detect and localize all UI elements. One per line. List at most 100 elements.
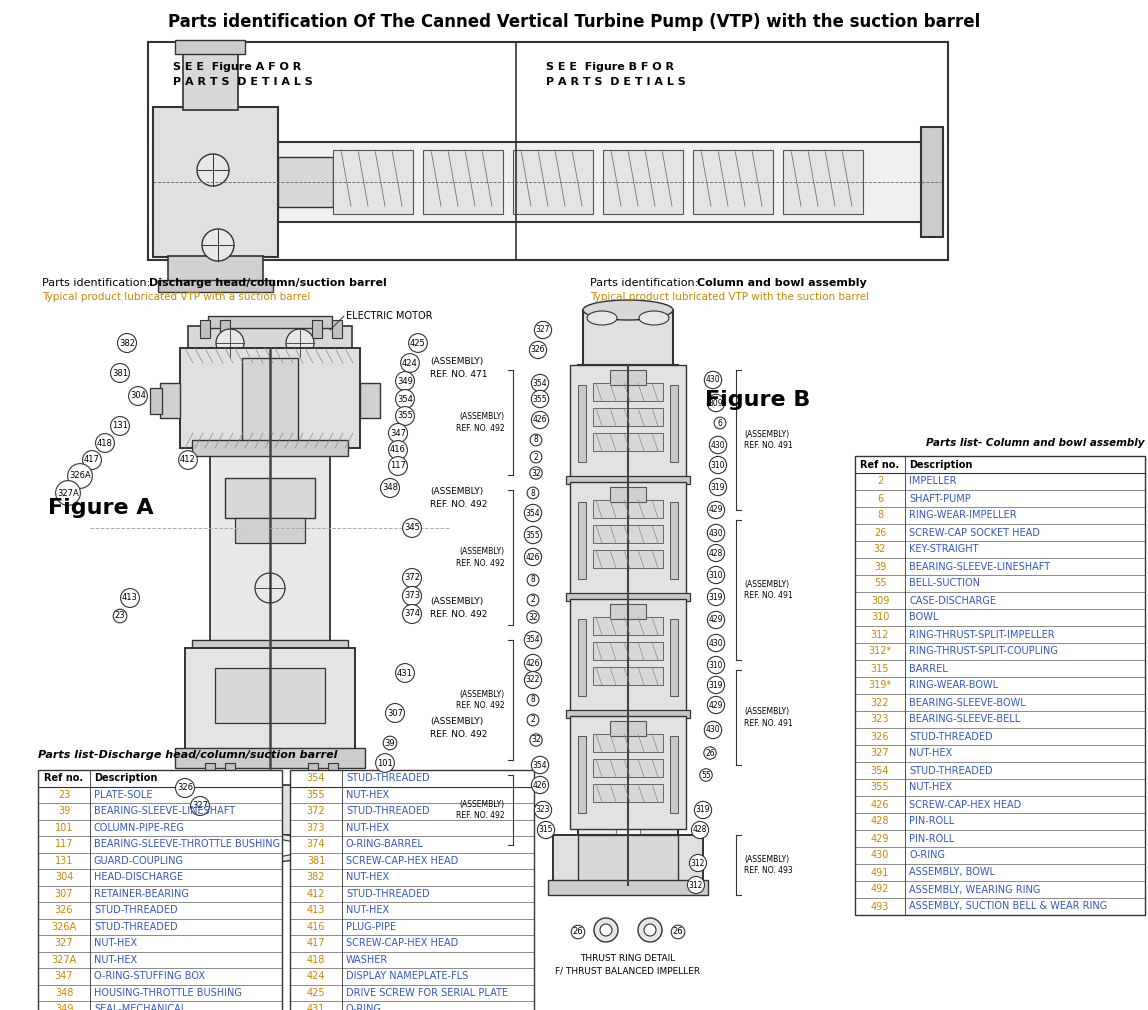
Text: 429: 429 [708,505,723,514]
Text: 327: 327 [55,938,73,948]
Text: SEAL-MECHANICAL: SEAL-MECHANICAL [94,1004,186,1010]
Bar [571,482,687,595]
Circle shape [286,329,315,357]
Text: STUD-THREADED: STUD-THREADED [909,731,993,741]
Text: 315: 315 [870,664,890,674]
Text: Column and bowl assembly: Column and bowl assembly [697,278,867,288]
Bar [332,320,342,338]
Bar [577,385,585,462]
Text: 312: 312 [689,881,704,890]
Bar [594,550,664,568]
Text: NUT-HEX: NUT-HEX [94,954,137,965]
Text: BEARING-SLEEVE-THROTTLE BUSHING: BEARING-SLEEVE-THROTTLE BUSHING [94,839,280,849]
Text: DRIVE SCREW FOR SERIAL PLATE: DRIVE SCREW FOR SERIAL PLATE [346,988,509,998]
Bar [594,383,664,401]
Text: SCREW-CAP-HEX HEAD: SCREW-CAP-HEX HEAD [346,855,458,866]
Text: 39: 39 [57,806,70,816]
Text: CASE-DISCHARGE: CASE-DISCHARGE [909,596,996,606]
Text: 354: 354 [870,766,890,776]
Text: 101: 101 [378,759,393,768]
Bar [610,487,646,502]
Text: 430: 430 [871,850,890,861]
Text: PIN-ROLL: PIN-ROLL [909,816,954,826]
Text: WASHER: WASHER [346,954,388,965]
Text: 101: 101 [55,823,73,833]
Text: 430: 430 [711,440,726,449]
Text: NUT-HEX: NUT-HEX [909,748,952,759]
Text: 322: 322 [526,676,541,685]
Bar [594,759,664,777]
Bar [594,667,664,685]
Text: 315: 315 [538,825,553,834]
Text: 327: 327 [536,325,550,334]
Bar [610,721,646,736]
Text: 131: 131 [113,421,127,430]
Text: 32: 32 [874,544,886,554]
Text: 412: 412 [180,456,196,465]
Text: 373: 373 [404,592,420,601]
Text: 326: 326 [530,345,545,355]
Text: 319: 319 [711,483,726,492]
Text: 381: 381 [307,855,325,866]
Text: 304: 304 [55,873,73,883]
Text: 355: 355 [397,411,413,420]
Circle shape [600,924,612,936]
Text: HOUSING-THROTTLE BUSHING: HOUSING-THROTTLE BUSHING [94,988,242,998]
Bar [583,310,673,365]
Text: 412: 412 [307,889,325,899]
Text: Ref no.: Ref no. [861,460,900,470]
Text: PLUG-PIPE: PLUG-PIPE [346,922,396,932]
Text: 426: 426 [533,415,548,424]
Bar [670,385,678,462]
Text: Parts identification:: Parts identification: [590,278,701,288]
Text: COLUMN-PIPE-REG: COLUMN-PIPE-REG [94,823,185,833]
Text: Parts list-Discharge head/column/suction barrel: Parts list-Discharge head/column/suction… [38,750,338,760]
Text: 430: 430 [708,638,723,647]
Text: 319: 319 [708,681,723,690]
Bar [180,348,360,448]
Text: BOWL: BOWL [909,612,938,622]
Text: 428: 428 [708,548,723,558]
Circle shape [216,329,245,357]
Text: STUD-THREADED: STUD-THREADED [909,766,993,776]
Text: 417: 417 [84,456,100,465]
Text: 319: 319 [708,593,723,602]
Ellipse shape [240,839,300,857]
Text: 372: 372 [404,574,420,583]
Text: S E E  Figure B F O R
P A R T S  D E T I A L S: S E E Figure B F O R P A R T S D E T I A… [546,62,685,87]
Bar [333,150,413,214]
Text: 417: 417 [307,938,325,948]
Bar [566,710,690,718]
Text: 349: 349 [55,1004,73,1010]
Text: BEARING-SLEEVE-LINESHAFT: BEARING-SLEEVE-LINESHAFT [94,806,235,816]
Text: 416: 416 [390,445,406,455]
Text: 2: 2 [530,596,535,605]
Text: Description: Description [94,774,157,783]
Text: 374: 374 [307,839,325,849]
Text: 26: 26 [573,927,583,936]
Text: Parts list- Column and bowl assembly: Parts list- Column and bowl assembly [926,438,1145,448]
Bar [185,648,355,768]
Bar [594,617,664,635]
Text: 326: 326 [177,784,193,793]
Bar [577,835,678,887]
Text: 429: 429 [870,833,890,843]
Bar [594,734,664,752]
Text: (ASSEMBLY)
REF. NO. 492: (ASSEMBLY) REF. NO. 492 [457,412,505,433]
Text: 8: 8 [530,696,535,705]
Text: 2: 2 [877,477,883,487]
Text: 23: 23 [115,611,125,620]
Text: 23: 23 [57,790,70,800]
Bar [577,619,585,696]
Text: 2: 2 [534,452,538,462]
Text: 8: 8 [877,510,883,520]
Text: 312: 312 [870,629,890,639]
Circle shape [638,918,662,942]
Text: 413: 413 [307,905,325,915]
Text: HEAD-DISCHARGE: HEAD-DISCHARGE [94,873,184,883]
Bar [553,835,703,895]
Text: 8: 8 [530,576,535,585]
Bar [594,642,664,660]
Text: STUD-THREADED: STUD-THREADED [346,806,429,816]
Text: Description: Description [909,460,972,470]
